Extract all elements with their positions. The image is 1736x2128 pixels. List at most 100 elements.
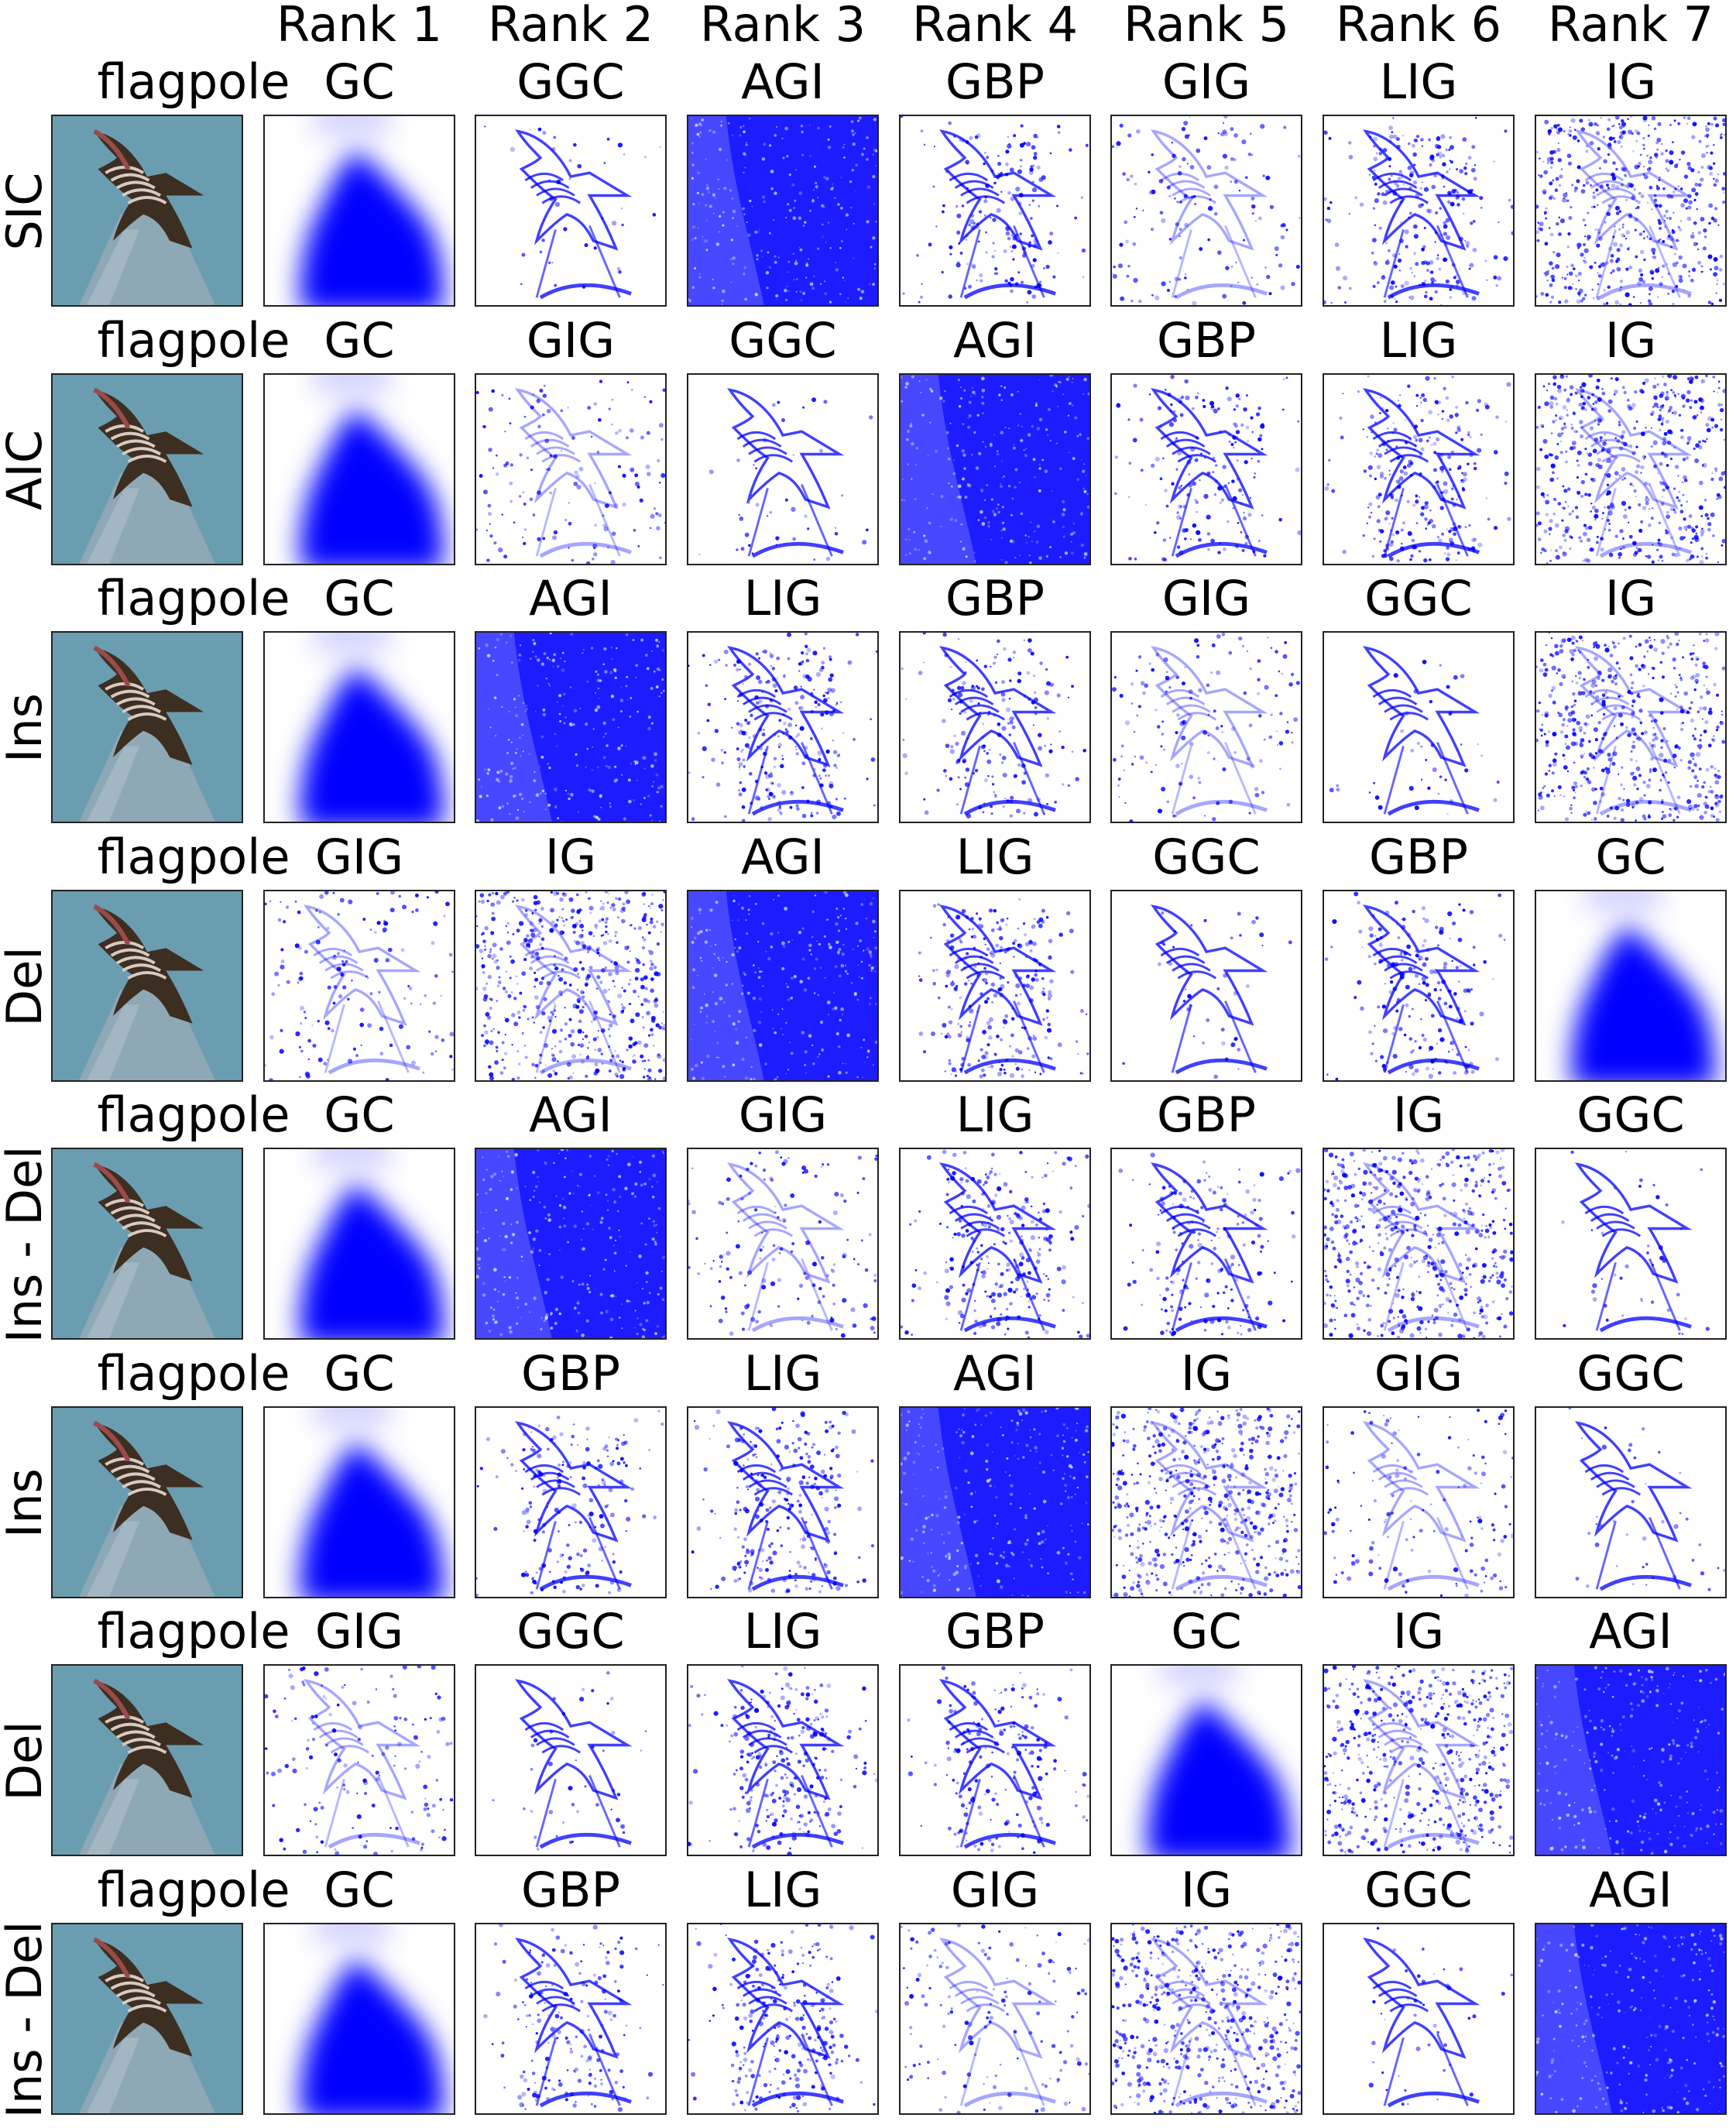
method-title: GBP <box>1369 828 1468 885</box>
method-title: LIG <box>743 1603 822 1659</box>
image-label: flagpole <box>97 1086 290 1143</box>
saliency-map <box>1535 115 1727 307</box>
rank-header-1: Rank 1 <box>276 0 443 53</box>
saliency-map <box>687 1664 879 1856</box>
saliency-map <box>1535 372 1727 565</box>
method-title: GBP <box>1157 1086 1256 1143</box>
input-image <box>51 1148 243 1340</box>
method-title: GC <box>324 311 395 369</box>
saliency-map <box>687 889 879 1082</box>
method-title: GIG <box>738 1086 828 1143</box>
input-image <box>51 1406 243 1598</box>
saliency-map <box>475 115 667 307</box>
row-metric-text: Del <box>0 1721 53 1801</box>
method-title: GIG <box>314 1603 404 1659</box>
rank-header-4: Rank 4 <box>911 0 1079 53</box>
method-title: AGI <box>529 570 612 626</box>
method-title: LIG <box>743 1861 822 1918</box>
method-title: LIG <box>1379 53 1458 110</box>
input-image <box>51 372 243 565</box>
method-title: GGC <box>729 311 837 369</box>
row-metric-text: Ins <box>0 1467 53 1538</box>
row-metric-text: Ins <box>0 693 53 763</box>
saliency-map <box>899 1148 1091 1340</box>
method-title: GGC <box>1576 1344 1685 1402</box>
saliency-map <box>899 115 1091 307</box>
method-title: GIG <box>1374 1344 1463 1402</box>
image-label: flagpole <box>97 570 290 626</box>
saliency-map <box>263 1664 455 1856</box>
saliency-map <box>263 889 455 1082</box>
saliency-map <box>263 115 455 307</box>
row-metric-text: AIC <box>0 429 53 510</box>
row-metric-text: Del <box>0 946 53 1027</box>
saliency-map <box>1323 372 1515 565</box>
method-title: GIG <box>526 311 616 369</box>
method-title: LIG <box>955 1086 1034 1143</box>
saliency-map <box>1323 631 1515 823</box>
method-title: GC <box>324 570 395 626</box>
method-title: GC <box>324 53 395 110</box>
method-title: GC <box>1595 828 1666 885</box>
method-title: GBP <box>521 1344 620 1402</box>
saliency-map <box>1110 1406 1302 1598</box>
row-metric-text: Ins - Del <box>0 1145 53 1344</box>
method-title: GIG <box>1161 570 1251 626</box>
method-title: GC <box>1171 1603 1242 1659</box>
saliency-map <box>1535 1922 1727 2115</box>
image-label: flagpole <box>97 1603 290 1659</box>
image-label: flagpole <box>97 1344 290 1402</box>
saliency-map <box>899 1664 1091 1856</box>
saliency-map <box>687 372 879 565</box>
saliency-map <box>475 1664 667 1856</box>
saliency-map <box>687 1148 879 1340</box>
method-title: AGI <box>953 311 1037 369</box>
method-title: AGI <box>741 53 825 110</box>
method-title: IG <box>1392 1086 1445 1143</box>
method-title: AGI <box>1589 1861 1673 1918</box>
row-metric-label: SIC <box>0 115 53 308</box>
saliency-map <box>475 372 667 565</box>
method-title: GGC <box>1364 1861 1473 1918</box>
method-title: GC <box>324 1344 395 1402</box>
method-title: LIG <box>743 1344 822 1402</box>
method-title: LIG <box>955 828 1034 885</box>
rank-header-3: Rank 3 <box>699 0 866 53</box>
method-title: GC <box>324 1861 395 1918</box>
rank-header-6: Rank 6 <box>1335 0 1502 53</box>
saliency-map <box>899 372 1091 565</box>
saliency-map <box>1323 1406 1515 1598</box>
method-title: GGC <box>516 53 625 110</box>
saliency-map <box>1535 1406 1727 1598</box>
method-title: GIG <box>950 1861 1040 1918</box>
input-image <box>51 889 243 1082</box>
method-title: IG <box>1180 1861 1233 1918</box>
saliency-map <box>263 1922 455 2115</box>
saliency-map <box>687 631 879 823</box>
method-title: LIG <box>1379 311 1458 369</box>
row-metric-label: Ins <box>0 631 53 825</box>
saliency-map <box>899 1922 1091 2115</box>
method-title: GBP <box>945 53 1045 110</box>
saliency-map <box>263 1406 455 1598</box>
saliency-map <box>1535 631 1727 823</box>
saliency-map <box>899 1406 1091 1598</box>
method-title: IG <box>1604 570 1657 626</box>
image-label: flagpole <box>97 1861 290 1918</box>
method-title: GGC <box>1364 570 1473 626</box>
input-image <box>51 1664 243 1856</box>
saliency-map <box>687 1922 879 2115</box>
method-title: LIG <box>743 570 822 626</box>
saliency-map <box>475 1148 667 1340</box>
method-title: IG <box>1604 53 1657 110</box>
rank-header-7: Rank 7 <box>1547 0 1714 53</box>
method-title: AGI <box>1589 1603 1673 1659</box>
method-title: GBP <box>945 570 1045 626</box>
row-metric-label: Del <box>0 1664 53 1858</box>
saliency-map <box>475 889 667 1082</box>
saliency-map <box>1535 1664 1727 1856</box>
rank-header-2: Rank 2 <box>487 0 654 53</box>
saliency-map <box>1323 115 1515 307</box>
method-title: AGI <box>953 1344 1037 1402</box>
method-title: AGI <box>529 1086 612 1143</box>
